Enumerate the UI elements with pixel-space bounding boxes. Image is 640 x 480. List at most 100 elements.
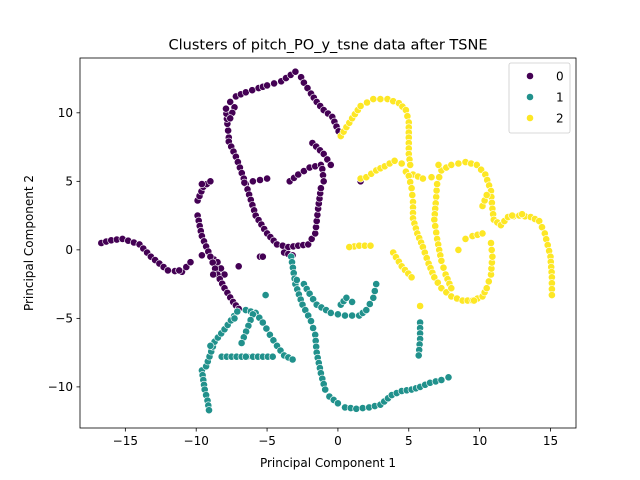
data-point — [454, 245, 463, 254]
x-tick-label: 10 — [472, 434, 487, 448]
data-point — [323, 155, 332, 164]
data-point — [439, 263, 448, 272]
data-point — [263, 81, 271, 90]
data-point — [408, 191, 417, 199]
data-point — [342, 293, 351, 302]
y-axis: −10 −5 0 5 10 — [48, 106, 80, 394]
data-point — [291, 67, 300, 76]
series-2 — [336, 95, 556, 310]
data-point — [222, 104, 230, 113]
data-point — [175, 266, 184, 275]
y-tick-label: 0 — [65, 243, 73, 257]
data-point — [430, 215, 439, 224]
data-point — [433, 278, 442, 287]
data-point — [484, 277, 493, 286]
data-point — [407, 184, 416, 193]
data-point — [258, 252, 267, 261]
data-point — [348, 311, 356, 320]
data-point — [307, 317, 315, 325]
data-point — [478, 229, 487, 238]
data-point — [206, 177, 215, 186]
data-point — [305, 289, 314, 298]
data-point — [226, 98, 235, 106]
legend-box — [508, 62, 571, 134]
data-point — [370, 287, 379, 295]
data-point — [256, 176, 264, 184]
data-point — [444, 373, 453, 382]
data-point — [356, 102, 365, 110]
data-point — [326, 308, 335, 317]
data-point — [362, 306, 371, 314]
data-point — [209, 270, 218, 279]
data-point — [304, 240, 313, 249]
data-point — [288, 355, 297, 364]
data-point — [508, 211, 517, 220]
data-point — [348, 297, 356, 306]
x-tick-label: 5 — [405, 434, 413, 448]
data-point — [442, 288, 451, 297]
x-tick-label: −15 — [113, 434, 138, 448]
data-point — [416, 302, 424, 310]
plot-frame — [79, 57, 577, 429]
data-point — [321, 385, 330, 394]
data-point — [309, 295, 317, 304]
data-point — [488, 252, 497, 261]
y-tick-label: 10 — [58, 106, 73, 120]
data-point — [447, 160, 456, 169]
data-point — [234, 262, 243, 271]
legend-label: 1 — [556, 90, 564, 104]
data-point — [197, 251, 206, 260]
data-point — [186, 258, 195, 267]
data-point — [292, 276, 301, 284]
data-point — [262, 324, 271, 333]
data-point — [437, 256, 446, 265]
data-point — [294, 170, 303, 179]
data-point — [241, 352, 250, 361]
data-point — [431, 222, 440, 230]
x-axis: −15 −10 −5 0 5 10 15 — [113, 428, 558, 448]
data-point — [299, 167, 308, 175]
data-point — [303, 84, 312, 92]
data-point — [345, 243, 354, 251]
y-tick-label: −5 — [55, 312, 73, 326]
legend: 0 1 2 — [508, 62, 571, 134]
data-point — [435, 173, 444, 182]
data-point — [369, 293, 378, 302]
x-tick-label: 15 — [543, 434, 558, 448]
legend-marker — [526, 93, 534, 101]
data-point — [427, 173, 436, 182]
data-point — [206, 341, 215, 350]
data-point — [397, 159, 406, 168]
data-point — [226, 114, 235, 123]
data-point — [258, 318, 267, 327]
x-tick-label: −10 — [184, 434, 209, 448]
data-point — [233, 307, 242, 316]
data-point — [376, 95, 385, 103]
data-point — [430, 273, 439, 282]
data-point — [358, 404, 367, 412]
points-layer — [97, 67, 556, 415]
data-point — [299, 78, 308, 87]
data-point — [390, 156, 399, 165]
chart-title: Clusters of pitch_PO_y_tsne data after T… — [169, 38, 488, 54]
x-tick-label: 0 — [334, 434, 342, 448]
data-point — [224, 126, 232, 135]
legend-label: 2 — [556, 111, 564, 125]
data-point — [363, 98, 371, 107]
data-point — [309, 324, 317, 332]
data-point — [316, 184, 325, 193]
data-point — [432, 192, 441, 201]
data-point — [333, 310, 342, 319]
data-point — [406, 160, 415, 169]
data-point — [205, 406, 213, 415]
data-point — [482, 191, 491, 199]
data-point — [230, 314, 239, 323]
data-point — [432, 186, 441, 195]
data-point — [407, 273, 416, 282]
y-axis-label: Principal Component 2 — [22, 175, 36, 311]
data-point — [268, 352, 277, 361]
data-point — [237, 339, 246, 347]
data-point — [270, 79, 278, 88]
data-point — [369, 95, 378, 103]
